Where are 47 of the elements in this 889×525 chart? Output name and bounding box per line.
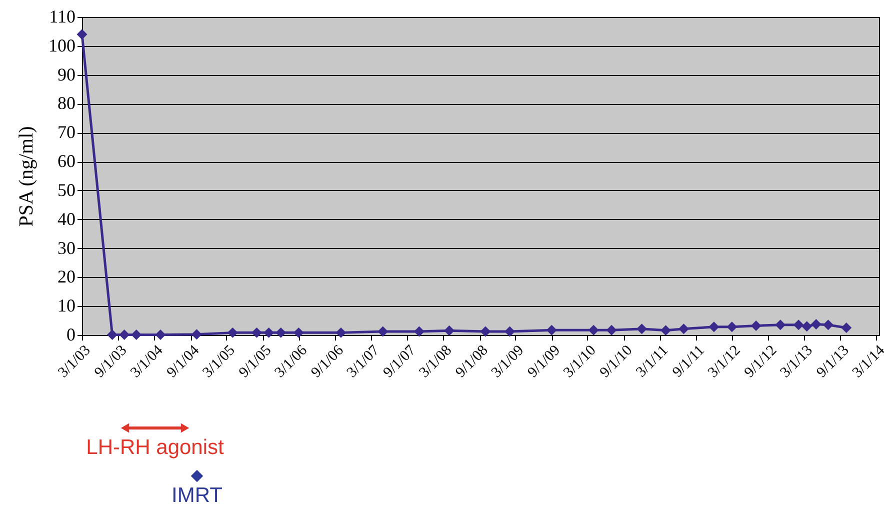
- point: [107, 329, 118, 340]
- point: [76, 29, 88, 40]
- point: [227, 327, 238, 338]
- text: LH-RH agonist: [86, 436, 224, 459]
- point: [191, 329, 202, 340]
- point: [841, 322, 852, 334]
- y-tick-label: 20: [58, 266, 76, 287]
- y-tick-label: 0: [66, 324, 76, 344]
- y-tick-label: 80: [58, 93, 76, 114]
- point: [708, 322, 720, 332]
- point: [546, 324, 557, 336]
- point: [606, 324, 617, 336]
- point: [802, 321, 812, 332]
- point: [336, 327, 346, 338]
- y-tick-label: 50: [58, 180, 76, 200]
- point: [660, 325, 671, 336]
- y-tick-label: 40: [58, 208, 76, 229]
- point: [750, 320, 762, 331]
- y-tick-label: 100: [48, 35, 76, 56]
- point: [822, 320, 834, 330]
- point: [504, 326, 515, 337]
- point: [293, 327, 304, 338]
- point: [414, 326, 424, 337]
- point: [678, 324, 689, 334]
- y-tick-label: 60: [58, 151, 76, 172]
- y-tick-label: 10: [58, 296, 76, 316]
- point: [444, 325, 455, 336]
- point: [119, 329, 130, 340]
- y-tick-label: 90: [58, 64, 76, 84]
- point: [276, 327, 286, 338]
- y-tick-label: 30: [58, 238, 76, 258]
- point: [810, 319, 822, 330]
- point: [793, 320, 804, 330]
- point: [726, 322, 738, 332]
- point: [131, 329, 142, 340]
- y-tick-label: 70: [58, 122, 76, 142]
- y-axis-title: PSA (ng/ml): [16, 126, 38, 227]
- point: [378, 326, 388, 337]
- point: [155, 329, 166, 340]
- y-tick-label: 110: [49, 6, 76, 26]
- point: [588, 324, 599, 336]
- point: [636, 324, 648, 334]
- point: [264, 327, 274, 338]
- point: [251, 327, 262, 338]
- text: IMRT: [172, 484, 223, 507]
- point: [775, 320, 786, 330]
- point: [480, 326, 491, 337]
